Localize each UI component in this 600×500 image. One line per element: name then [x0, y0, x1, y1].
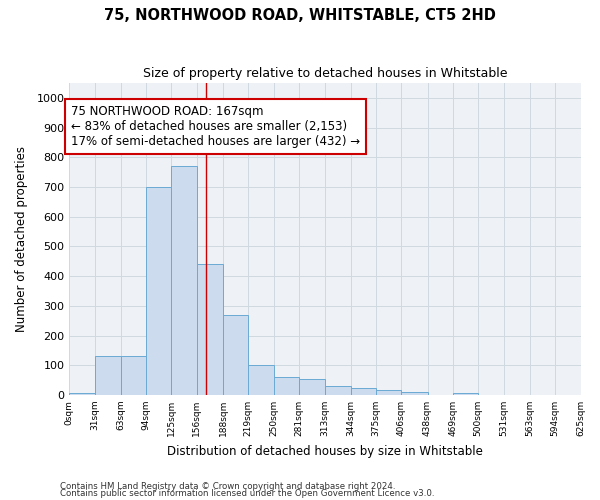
Y-axis label: Number of detached properties: Number of detached properties: [15, 146, 28, 332]
Bar: [376, 390, 401, 395]
Bar: [274, 377, 299, 395]
Bar: [248, 365, 274, 395]
Bar: [401, 392, 428, 395]
Bar: [146, 187, 172, 395]
Bar: [121, 356, 146, 395]
Bar: [299, 378, 325, 395]
Bar: [172, 166, 197, 395]
Bar: [453, 394, 478, 395]
Title: Size of property relative to detached houses in Whitstable: Size of property relative to detached ho…: [143, 68, 507, 80]
Text: 75, NORTHWOOD ROAD, WHITSTABLE, CT5 2HD: 75, NORTHWOOD ROAD, WHITSTABLE, CT5 2HD: [104, 8, 496, 22]
Bar: [197, 264, 223, 395]
Bar: [69, 394, 95, 395]
Text: Contains public sector information licensed under the Open Government Licence v3: Contains public sector information licen…: [60, 490, 434, 498]
X-axis label: Distribution of detached houses by size in Whitstable: Distribution of detached houses by size …: [167, 444, 483, 458]
Text: 75 NORTHWOOD ROAD: 167sqm
← 83% of detached houses are smaller (2,153)
17% of se: 75 NORTHWOOD ROAD: 167sqm ← 83% of detac…: [71, 106, 360, 148]
Bar: [325, 386, 350, 395]
Text: Contains HM Land Registry data © Crown copyright and database right 2024.: Contains HM Land Registry data © Crown c…: [60, 482, 395, 491]
Bar: [223, 314, 248, 395]
Bar: [95, 356, 121, 395]
Bar: [350, 388, 376, 395]
